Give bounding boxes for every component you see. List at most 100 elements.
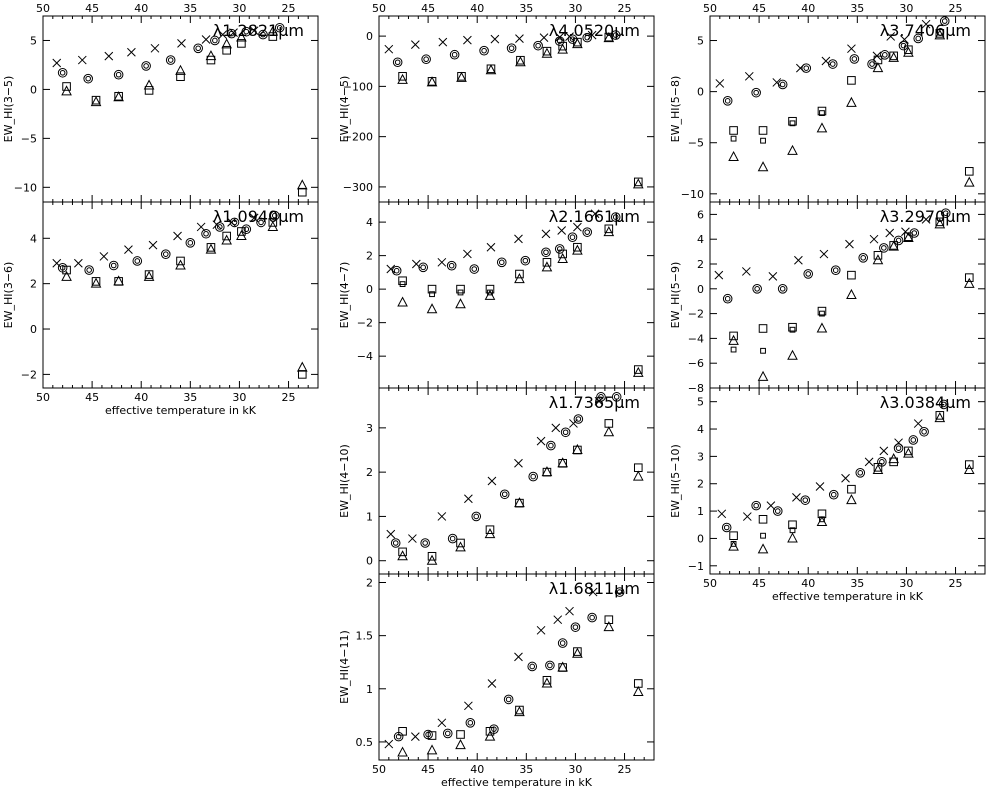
square-point <box>114 91 123 101</box>
circle-point <box>84 265 94 275</box>
circle-point-inner <box>448 262 455 269</box>
x-tick-label: 50 <box>36 391 50 404</box>
circle-point <box>499 489 510 500</box>
circle-point-inner <box>830 491 837 498</box>
small-square-point <box>457 289 464 296</box>
panel-frame <box>709 201 986 389</box>
square-point <box>633 365 643 374</box>
square-point <box>633 177 643 187</box>
x-tick-label: 50 <box>703 2 717 15</box>
x-point <box>487 476 497 486</box>
circle-point <box>442 728 453 739</box>
x-point <box>792 493 801 502</box>
x-point <box>74 258 83 268</box>
x-point <box>52 258 62 268</box>
x-axis-label: effective temperature in kK <box>441 776 593 789</box>
y-tick-label: −10 <box>681 188 704 201</box>
x-point <box>772 78 782 87</box>
x-point <box>515 34 524 43</box>
circle-point <box>893 235 904 246</box>
circle-point-inner <box>575 416 582 422</box>
small-square-point <box>399 281 406 288</box>
circle-point <box>393 731 404 742</box>
square-point <box>558 458 567 468</box>
y-tick-label: −6 <box>688 357 704 370</box>
y-tick-label: 0 <box>30 83 37 96</box>
triangle-point <box>846 494 857 505</box>
circle-point <box>573 414 584 424</box>
panel-p411: 50 45 40 35 30 25 effective temperature in kK 2… <box>338 573 655 789</box>
y-axis-label: EW_HI(5−8) <box>669 76 682 143</box>
x-point <box>768 272 778 281</box>
circle-point-inner <box>110 262 117 269</box>
square-point <box>633 679 643 688</box>
triangle-point <box>787 144 798 155</box>
triangle-point <box>455 298 466 309</box>
y-tick-label: −5 <box>21 132 37 145</box>
circle-point-inner <box>276 24 283 31</box>
y-tick-label: 0 <box>366 283 373 296</box>
circle-point-inner <box>572 624 579 630</box>
x-point <box>201 35 211 44</box>
circle-point-inner <box>529 663 536 670</box>
circle-point-inner <box>548 442 554 449</box>
circle-point <box>557 638 568 648</box>
square-point <box>176 72 185 81</box>
circle-point-inner <box>881 245 887 251</box>
square-point <box>486 64 496 74</box>
panel-frame <box>378 15 655 203</box>
x-tick-label: 50 <box>36 2 50 15</box>
x-point <box>386 264 396 274</box>
x-point <box>487 679 497 688</box>
markers <box>715 16 975 187</box>
circle-point-inner <box>85 75 91 82</box>
circle-point-inner <box>895 237 902 244</box>
panel-frame <box>378 573 655 761</box>
square-point <box>457 72 466 81</box>
y-tick-label: −10 <box>14 181 37 194</box>
square-point <box>62 82 71 91</box>
triangle-point <box>934 218 946 229</box>
markers <box>717 399 975 554</box>
y-tick-label: 2 <box>30 278 37 291</box>
y-tick-label: −2 <box>688 308 704 321</box>
circle-point-inner <box>879 459 885 465</box>
triangle-point <box>397 296 408 307</box>
x-point <box>553 615 563 625</box>
x-tick-label: 35 <box>183 391 197 404</box>
x-point <box>514 234 523 244</box>
circle-point-inner <box>481 47 487 54</box>
triangle-point <box>934 29 946 40</box>
square-point <box>542 46 552 56</box>
x-tick-label: 30 <box>232 391 246 404</box>
triangle-point <box>963 277 975 288</box>
circle-point-inner <box>774 508 781 514</box>
x-point <box>819 249 829 259</box>
x-tick-label: 40 <box>134 391 148 404</box>
circle-point <box>849 54 860 64</box>
x-tick-label: 50 <box>372 763 386 776</box>
x-point <box>229 28 238 37</box>
circle-point-inner <box>543 249 549 256</box>
circle-point <box>132 256 143 266</box>
circle-point <box>546 440 556 451</box>
circle-point <box>392 57 403 68</box>
circle-point-inner <box>562 429 569 436</box>
circle-point-inner <box>616 589 623 595</box>
panel-title: λ3.0384μm <box>880 393 971 412</box>
square-point <box>729 126 738 135</box>
x-point <box>463 249 472 259</box>
circle-point-inner <box>779 81 786 88</box>
x-point <box>714 270 724 280</box>
y-tick-label: 2 <box>366 250 373 263</box>
circle-point <box>527 661 538 672</box>
triangle-point <box>846 288 857 299</box>
circle-point-inner <box>243 28 250 35</box>
circle-point <box>241 224 252 235</box>
x-axis-label: effective temperature in kK <box>105 404 257 417</box>
circle-point-inner <box>612 32 619 38</box>
square-point <box>604 615 614 625</box>
x-point <box>569 419 578 428</box>
square-point <box>542 258 552 267</box>
